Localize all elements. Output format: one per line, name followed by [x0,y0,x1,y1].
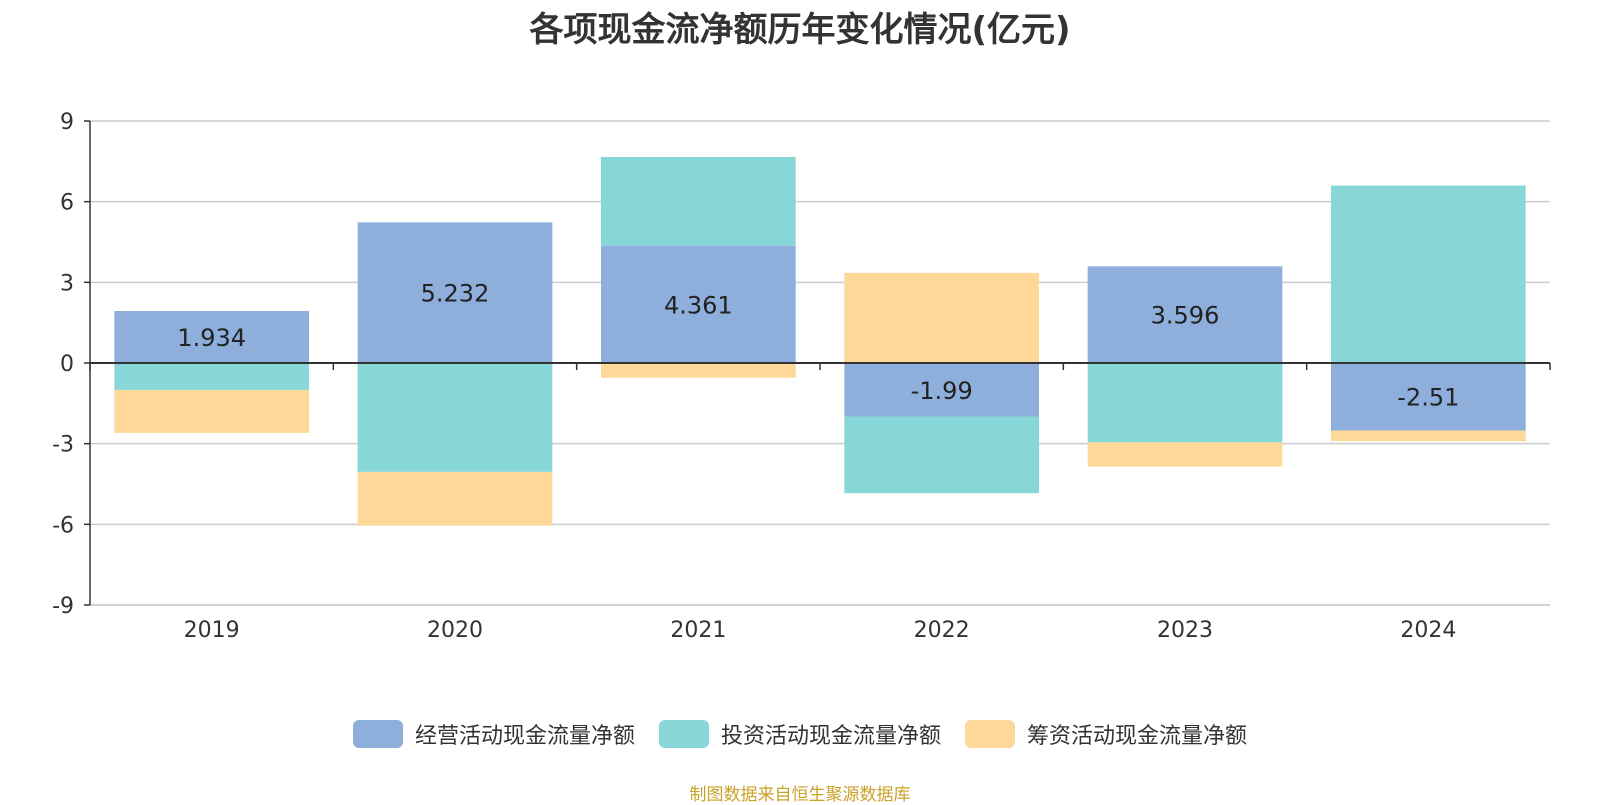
x-tick-label: 2019 [184,618,240,643]
bar-series-2 [601,157,796,246]
bar-series-1 [357,222,553,363]
chart-title: 各项现金流净额历年变化情况(亿元) [529,10,1071,50]
bar-series-1 [844,363,1039,417]
source-note: 制图数据来自恒生聚源数据库 [689,785,911,805]
y-tick-label: 9 [60,110,74,135]
legend-item-3[interactable]: 筹资活动现金流量净额 [965,718,1247,750]
bar-series-1 [114,310,309,363]
data-label: -2.51 [1397,384,1459,412]
x-tick-label: 2023 [1157,618,1213,643]
y-tick-label: -6 [52,513,74,538]
y-tick-label: -9 [52,594,74,619]
bar-series-2 [1087,363,1283,443]
data-label: 4.361 [664,291,733,319]
legend-item-2[interactable]: 投资活动现金流量净额 [658,718,941,750]
y-tick-label: 3 [60,271,74,296]
legend-swatch [352,720,403,748]
data-label: 1.934 [177,324,246,352]
bar-series-1 [1331,363,1526,431]
bar-series-2 [1331,185,1526,363]
legend-label: 投资活动现金流量净额 [720,724,941,749]
y-tick-label: -3 [52,433,74,458]
bar-series-2 [844,416,1039,494]
bars [114,157,1526,526]
data-label: -1.99 [911,377,973,405]
gridlines [90,120,1550,606]
bar-series-2 [114,363,309,390]
data-labels: 1.934 5.232 4.361 -1.99 3.596 -2.51 [177,280,1459,412]
bar-series-3 [114,389,309,433]
bar-series-2 [357,363,553,472]
legend-swatch [965,720,1015,748]
legend-label: 筹资活动现金流量净额 [1027,724,1248,749]
bar-series-3 [357,471,553,526]
y-tick-label: 0 [60,352,74,377]
bar-series-1 [1087,266,1283,363]
legend-item-1[interactable]: 经营活动现金流量净额 [352,718,635,750]
data-label: 3.596 [1151,302,1220,330]
bar-series-3 [844,272,1039,363]
bar-series-3 [1087,442,1283,467]
axes: 9 6 3 0 -3 -6 -9 2019 2020 2021 2022 2023 2024 [52,110,1551,643]
x-tick-label: 2020 [427,618,483,643]
bar-series-3 [1331,430,1526,442]
bar-series-1 [601,245,796,363]
bar-series-3 [601,363,796,378]
x-tick-label: 2022 [914,618,970,643]
x-tick-label: 2021 [670,618,726,643]
data-label: 5.232 [421,280,490,308]
legend: 经营活动现金流量净额 投资活动现金流量净额 筹资活动现金流量净额 [0,718,1600,750]
legend-swatch [658,720,709,748]
x-tick-label: 2024 [1400,618,1456,643]
chart-plot: 9 6 3 0 -3 -6 -9 2019 2020 2021 2022 2023 2024 1.934… [52,110,1551,643]
y-tick-label: 6 [60,191,74,216]
legend-label: 经营活动现金流量净额 [414,724,635,749]
